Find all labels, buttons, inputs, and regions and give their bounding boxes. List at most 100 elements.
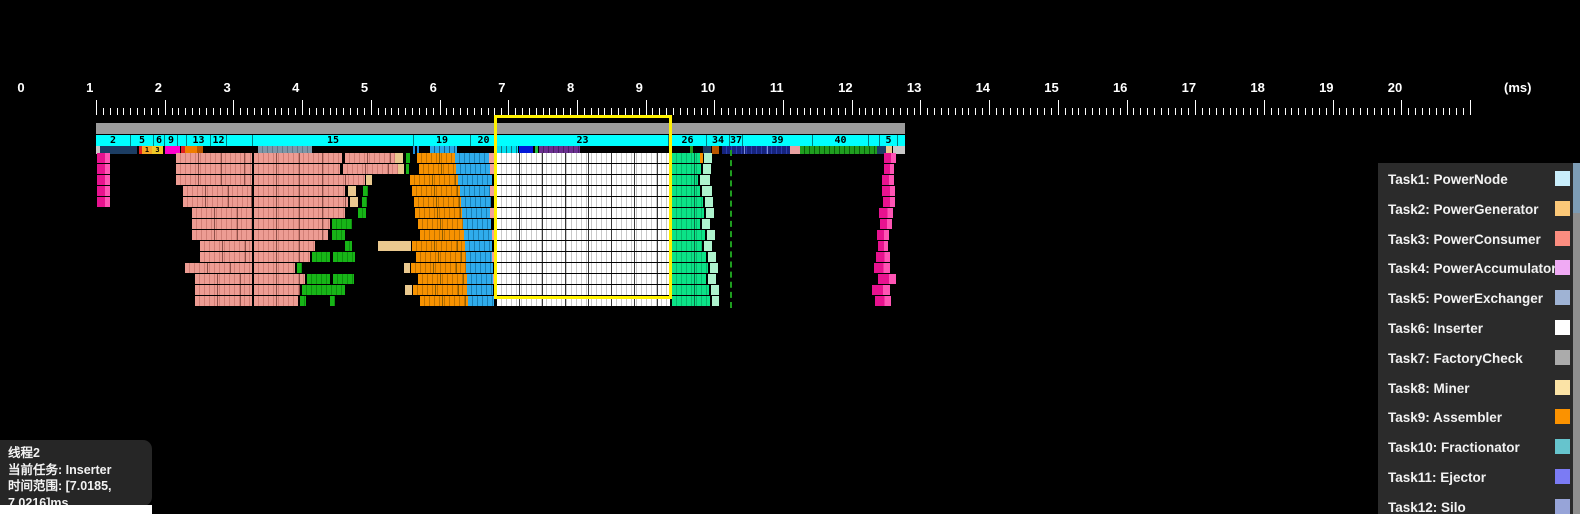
event-segment[interactable] xyxy=(139,146,142,154)
task-segment[interactable] xyxy=(672,241,702,251)
task-segment[interactable] xyxy=(462,208,490,218)
event-segment[interactable] xyxy=(519,146,533,154)
task-segment[interactable] xyxy=(176,153,252,163)
task-segment[interactable] xyxy=(200,252,252,262)
task-segment[interactable] xyxy=(366,175,372,185)
event-segment[interactable]: 3 xyxy=(152,146,163,154)
task-segment[interactable] xyxy=(302,285,345,295)
thread-row[interactable] xyxy=(0,296,1580,306)
frame-segment[interactable]: 9 xyxy=(164,135,177,146)
task-segment[interactable] xyxy=(883,197,895,207)
event-segment[interactable] xyxy=(722,146,790,154)
task-segment[interactable] xyxy=(460,186,490,196)
frame-segment[interactable]: 6 xyxy=(153,135,164,146)
frame-segment[interactable]: 5 xyxy=(879,135,897,146)
task-segment[interactable] xyxy=(879,208,893,218)
legend-scrollbar-track[interactable] xyxy=(1573,163,1580,514)
task-segment[interactable] xyxy=(345,241,352,251)
task-segment[interactable] xyxy=(497,208,670,218)
frame-segment[interactable] xyxy=(897,135,905,146)
task-segment[interactable] xyxy=(706,208,714,218)
task-segment[interactable] xyxy=(463,219,491,229)
task-segment[interactable] xyxy=(254,164,340,174)
task-segment[interactable] xyxy=(183,186,252,196)
task-segment[interactable] xyxy=(378,241,411,251)
frame-segment[interactable]: 15 xyxy=(252,135,413,146)
event-segment[interactable] xyxy=(535,146,538,154)
frame-segment[interactable]: 39 xyxy=(742,135,812,146)
task-segment[interactable] xyxy=(254,241,315,251)
event-segment[interactable] xyxy=(690,146,693,154)
task-segment[interactable] xyxy=(358,208,366,218)
task-segment[interactable] xyxy=(414,197,461,207)
frame-segment[interactable]: 5 xyxy=(130,135,153,146)
task-segment[interactable] xyxy=(406,164,409,174)
task-segment[interactable] xyxy=(412,186,460,196)
event-segment[interactable] xyxy=(165,146,180,154)
task-segment[interactable] xyxy=(672,274,706,284)
event-segment[interactable] xyxy=(886,146,892,154)
event-segment[interactable] xyxy=(258,146,312,154)
task-segment[interactable] xyxy=(497,252,670,262)
task-segment[interactable] xyxy=(456,164,490,174)
event-segment[interactable]: 1 xyxy=(142,146,152,154)
task-segment[interactable] xyxy=(874,263,890,273)
task-segment[interactable] xyxy=(704,241,712,251)
task-segment[interactable] xyxy=(254,186,345,196)
task-segment[interactable] xyxy=(254,263,295,273)
event-segment[interactable] xyxy=(893,146,905,154)
thread-row[interactable] xyxy=(0,274,1580,284)
thread-row[interactable] xyxy=(0,263,1580,273)
task-segment[interactable] xyxy=(417,153,455,163)
selection-box[interactable] xyxy=(494,115,672,299)
task-segment[interactable] xyxy=(497,175,670,185)
task-segment[interactable] xyxy=(880,219,892,229)
task-segment[interactable] xyxy=(877,230,889,240)
frame-segment[interactable]: 12 xyxy=(210,135,226,146)
task-segment[interactable] xyxy=(362,197,367,207)
task-segment[interactable] xyxy=(183,197,252,207)
frame-segment[interactable]: 26 xyxy=(668,135,706,146)
frame-segment[interactable] xyxy=(177,135,186,146)
task-segment[interactable] xyxy=(254,274,305,284)
task-segment[interactable] xyxy=(712,296,719,306)
task-segment[interactable] xyxy=(489,153,494,163)
task-segment[interactable] xyxy=(415,208,462,218)
task-segment[interactable] xyxy=(192,230,252,240)
task-segment[interactable] xyxy=(97,175,110,185)
task-segment[interactable] xyxy=(884,153,896,163)
task-segment[interactable] xyxy=(300,296,306,306)
time-ruler[interactable]: 0 1 2 3 4 5 6 7 8 9 10 11 12 13 14 15 16 17 18 19 20 (ms) xyxy=(0,75,1580,117)
task-segment[interactable] xyxy=(490,164,494,174)
task-segment[interactable] xyxy=(672,186,700,196)
event-segment[interactable] xyxy=(712,146,719,154)
task-segment[interactable] xyxy=(467,285,493,295)
task-segment[interactable] xyxy=(490,186,494,196)
frame-bar[interactable]: 2 5 6 9 13 12 15 19 20 23 26 34 37 39 40 5 xyxy=(96,135,905,146)
task-segment[interactable] xyxy=(420,296,468,306)
task-segment[interactable] xyxy=(254,230,328,240)
task-segment[interactable] xyxy=(708,274,716,284)
task-segment[interactable] xyxy=(704,153,712,163)
task-segment[interactable] xyxy=(333,274,354,284)
thread-row[interactable] xyxy=(0,230,1580,240)
task-segment[interactable] xyxy=(348,186,356,196)
task-segment[interactable] xyxy=(705,197,713,207)
task-segment[interactable] xyxy=(97,197,110,207)
frame-segment[interactable]: 13 xyxy=(186,135,210,146)
task-segment[interactable] xyxy=(254,252,310,262)
frame-segment[interactable]: 20 xyxy=(470,135,496,146)
task-segment[interactable] xyxy=(254,208,345,218)
task-segment[interactable] xyxy=(875,296,891,306)
task-segment[interactable] xyxy=(332,219,352,229)
frame-segment[interactable]: 34 xyxy=(706,135,729,146)
frame-segment[interactable]: 40 xyxy=(812,135,868,146)
task-segment[interactable] xyxy=(497,219,670,229)
task-segment[interactable] xyxy=(343,164,398,174)
task-segment[interactable] xyxy=(710,263,718,273)
task-segment[interactable] xyxy=(672,285,709,295)
task-segment[interactable] xyxy=(461,197,491,207)
task-segment[interactable] xyxy=(497,296,670,306)
thread-row[interactable] xyxy=(0,164,1580,174)
